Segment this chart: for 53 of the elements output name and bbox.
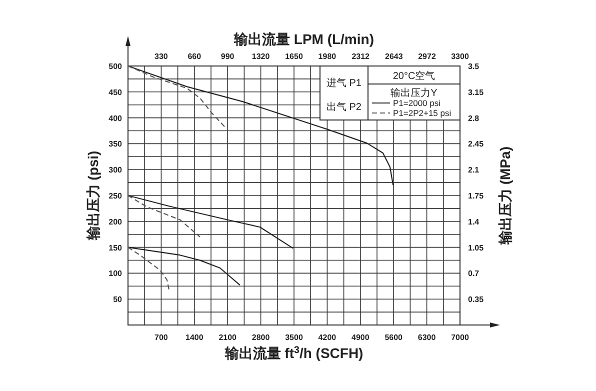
y-tick-label: 100: [108, 269, 123, 278]
legend-label: P1=2P2+15 psi: [393, 108, 452, 118]
x-tick-label: 6300: [418, 333, 436, 342]
y2-tick-label: 0.7: [468, 269, 480, 278]
x2-tick-label: 3300: [451, 52, 470, 61]
y2-tick-label: 3.5: [468, 62, 480, 71]
y2-tick-label: 0.35: [468, 295, 484, 304]
y-tick-label: 500: [108, 62, 123, 71]
legend-label: P1=2000 psi: [393, 98, 441, 108]
line-series: [127, 65, 226, 128]
y-tick-label: 150: [108, 243, 123, 252]
y2-tick-label: 2.45: [468, 140, 484, 149]
x2-tick-label: 2972: [418, 52, 436, 61]
x-tick-label: 700: [154, 333, 168, 342]
y-tick-label: 50: [113, 295, 123, 304]
x-tick-label: 5600: [384, 333, 404, 342]
y-tick-label: 350: [108, 140, 123, 149]
x2-tick-label: 330: [154, 52, 168, 61]
legend-title: 输出压力Y: [390, 87, 438, 99]
x2-tick-label: 2643: [385, 52, 404, 61]
line-series: [127, 246, 170, 290]
x-tick-label: 2100: [218, 333, 238, 342]
y-tick-label: 200: [108, 217, 123, 226]
y-tick-label: 400: [108, 114, 123, 123]
y-tick-label: 450: [108, 88, 123, 97]
x2-tick-label: 1980: [318, 52, 337, 61]
y2-tick-label: 1.75: [468, 192, 484, 200]
y-axis-title: 输出压力 (psi): [85, 150, 101, 242]
x-axis-title: 输出流量 ft$^{3}$/h (SCFH): [224, 344, 364, 361]
x2-tick-label: 1320: [252, 52, 270, 61]
y2-tick-label: 1.4: [468, 217, 480, 226]
y2-tick-label: 3.15: [468, 88, 484, 97]
x2-axis-title: 输出流量 LPM (L/min): [233, 31, 374, 47]
y2-tick-label: 1.05: [468, 243, 484, 252]
x-tick-label: 1400: [186, 333, 204, 342]
x-tick-label: 4200: [318, 333, 337, 342]
y-tick-label: 300: [108, 166, 123, 175]
x-tick-label: 2800: [252, 333, 270, 342]
y2-tick-label: 2.1: [468, 166, 480, 175]
annotation: 进气 P1: [326, 77, 362, 89]
x2-tick-label: 990: [220, 52, 235, 61]
x-tick-label: 4900: [352, 333, 370, 342]
y2-axis-title: 输出压力 (MPa): [497, 146, 513, 246]
line-series: [127, 194, 201, 238]
x2-tick-label: 2312: [352, 52, 370, 61]
annotation: 出气 P2: [326, 101, 362, 113]
x2-tick-label: 660: [188, 52, 202, 61]
annotation: 20°C空气: [392, 70, 436, 82]
y2-tick-label: 2.8: [468, 114, 480, 123]
y-tick-label: 250: [108, 192, 123, 200]
x2-tick-label: 1650: [285, 52, 304, 61]
x-tick-label: 3500: [285, 333, 304, 342]
x-tick-label: 7000: [451, 333, 470, 342]
